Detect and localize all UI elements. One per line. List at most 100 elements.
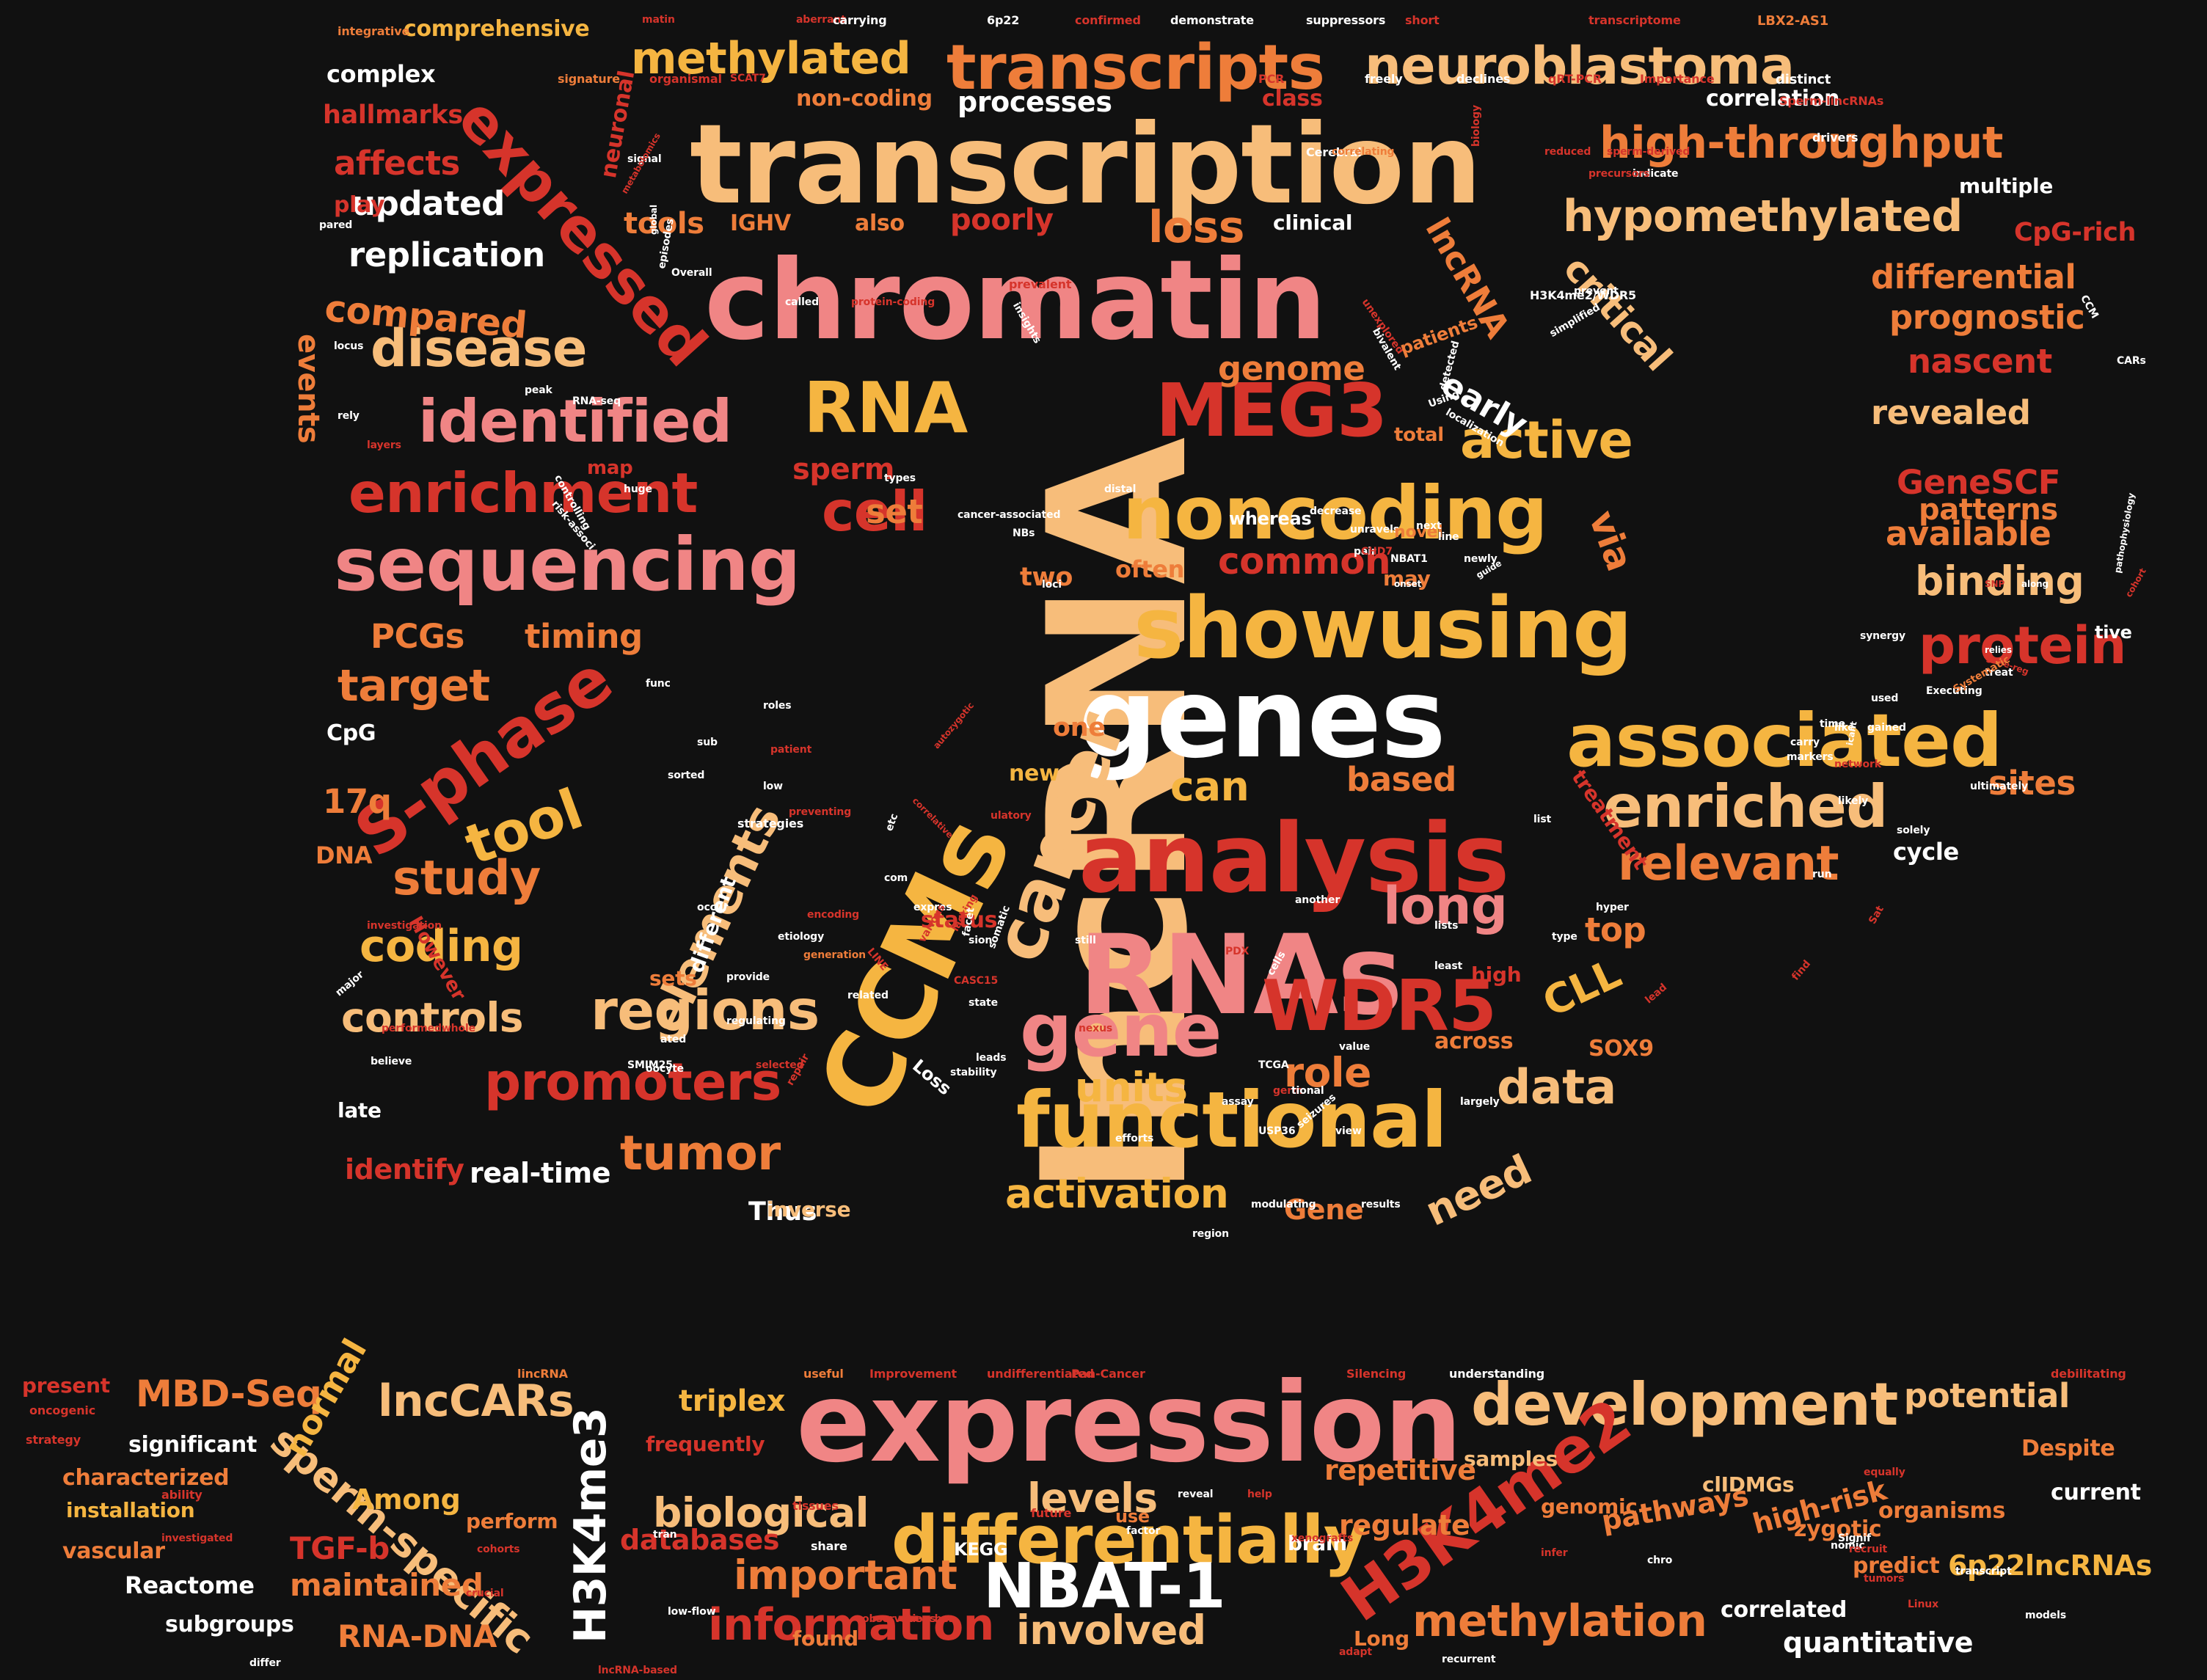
cloud-word: target (338, 660, 490, 712)
cloud-word: inverse (767, 1197, 851, 1221)
cloud-word: also (855, 211, 905, 236)
cloud-word: showusing (1134, 580, 1633, 678)
cloud-word: help (1247, 1489, 1272, 1500)
cloud-word: believe (371, 1056, 412, 1067)
cloud-word: correlated (1721, 1597, 1847, 1623)
cloud-word: differentially (891, 1502, 1366, 1579)
cloud-word: Thus (748, 1197, 817, 1227)
cloud-word: PCR (1258, 72, 1285, 86)
cloud-word: Importance (1640, 72, 1715, 86)
cloud-word: nascent (1908, 342, 2052, 381)
cloud-word: hyper (1596, 902, 1629, 913)
cloud-word: recurrent (1442, 1654, 1496, 1665)
cloud-word: subgroups (165, 1612, 294, 1637)
cloud-word: hallmarks (323, 101, 463, 130)
cloud-word: available (1886, 514, 2051, 553)
cloud-word: oncogenic (29, 1403, 96, 1417)
cloud-word: functional (1016, 1075, 1448, 1165)
cloud-word: protein-coding (851, 296, 935, 308)
cloud-word: aberrant (796, 14, 846, 26)
cloud-word: correlating (1332, 146, 1395, 158)
cloud-word: H3K4me2/WDR5 (1530, 288, 1637, 302)
cloud-word: revealed (1871, 393, 2031, 432)
cloud-word: short (1405, 13, 1440, 27)
cloud-word: declines (1456, 72, 1511, 86)
cloud-word: Among (352, 1483, 461, 1516)
cloud-word: strategy (26, 1433, 81, 1447)
cloud-word: pared (319, 219, 353, 231)
cloud-word: coding (360, 921, 523, 972)
cloud-word: sub (697, 737, 718, 748)
cloud-word: unravels (1350, 524, 1399, 536)
cloud-word: region (1192, 1228, 1229, 1240)
cloud-word: largely (1460, 1096, 1500, 1108)
cloud-word: prognostic (1889, 298, 2085, 337)
cloud-word: 17q (323, 782, 392, 821)
cloud-word: may (1383, 566, 1431, 591)
cloud-word: pair (1354, 546, 1376, 558)
cloud-word: novel (1394, 523, 1443, 541)
cloud-word: gained (1867, 722, 1906, 734)
cloud-word: methylation (1412, 1596, 1707, 1647)
cloud-word: tive (2095, 622, 2132, 643)
cloud-word: Reactome (125, 1571, 255, 1599)
cloud-word: treat (1985, 667, 2013, 679)
cloud-word: roles (763, 700, 792, 712)
cloud-word: disease (371, 318, 587, 379)
cloud-word: sperm-derived (1607, 146, 1690, 158)
cloud-word: NBs (1013, 527, 1035, 539)
cloud-word: simplified (1547, 301, 1602, 340)
cloud-word: involved (1016, 1607, 1206, 1654)
cloud-word: synergy (1860, 630, 1905, 642)
cloud-word: oocyte (646, 1063, 685, 1075)
cloud-word: predict (1853, 1553, 1940, 1579)
cloud-word: correlation (1706, 86, 1840, 112)
cloud-word: tional (1291, 1085, 1324, 1097)
cloud-word: zygotic (1794, 1516, 1882, 1542)
cloud-word: pathophysiology (2112, 492, 2137, 574)
cloud-word: 6p22lncRNAs (1948, 1549, 2153, 1582)
cloud-word: sets (649, 966, 697, 990)
cloud-word: find (1790, 958, 1813, 983)
cloud-word: drivers (1812, 131, 1858, 145)
cloud-word: assay (1222, 1096, 1254, 1108)
cloud-word: likely (1838, 795, 1869, 807)
cloud-word: precursors (1588, 168, 1650, 180)
cloud-word: often (1115, 555, 1185, 583)
cloud-word: encoding (807, 909, 860, 921)
cloud-word: future (1031, 1506, 1072, 1520)
cloud-word: genome (1218, 349, 1365, 388)
cloud-word: distal (1104, 483, 1137, 495)
cloud-word: value (1339, 1041, 1371, 1053)
cloud-word: tumors (1864, 1573, 1905, 1585)
cloud-word: signal (627, 153, 662, 165)
cloud-word: LBX2-AS1 (1757, 13, 1829, 29)
cloud-word: CpG-rich (2014, 218, 2137, 247)
cloud-word: signature (558, 72, 620, 86)
cloud-word: transcription (690, 101, 1482, 229)
cloud-word: stability (950, 1067, 997, 1078)
cloud-word: new (1009, 761, 1059, 786)
cloud-word: along (2021, 579, 2049, 589)
cloud-word: units (1075, 1064, 1188, 1111)
cloud-word: relies (1985, 645, 2012, 655)
cloud-word: still (1075, 935, 1096, 946)
cloud-word: Despite (2021, 1436, 2115, 1461)
cloud-word: chromatin (704, 237, 1327, 365)
cloud-word: RNAs (1079, 912, 1403, 1040)
cloud-word: understanding (1449, 1367, 1545, 1381)
cloud-word: MEG3 (1156, 368, 1387, 453)
cloud-word: RNA-seq (572, 395, 621, 407)
cloud-word: gene (1020, 987, 1222, 1073)
cloud-word: transcript (1955, 1566, 2012, 1577)
cloud-word: debilitating (2051, 1367, 2126, 1381)
cloud-word: updated (352, 184, 505, 223)
cloud-word: NBAT-1 (983, 1550, 1226, 1623)
cloud-word: via (1580, 505, 1641, 577)
cloud-word: SMIM25 (627, 1059, 673, 1071)
cloud-word: clIDMGs (1702, 1472, 1795, 1497)
cloud-word: long (1383, 876, 1508, 936)
cloud-word: vascular (62, 1538, 165, 1564)
cloud-word: Linux (1908, 1599, 1938, 1610)
cloud-word: PCGs (371, 617, 464, 656)
